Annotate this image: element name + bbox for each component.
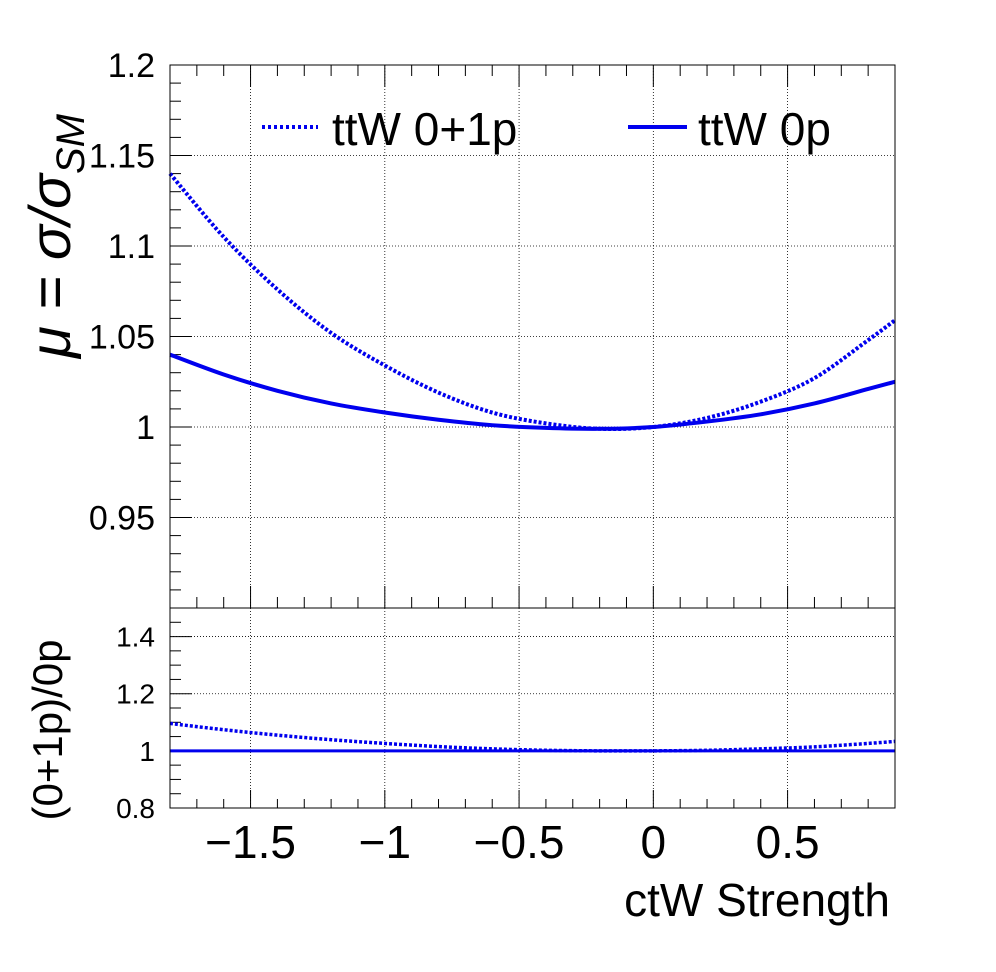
ratio-panel: 0.8 1 1.2 1.4 −1.5 −1 −0.5 0 0.5 (0+1p)/0p ctW … <box>24 607 896 926</box>
ratio-frame <box>169 607 896 809</box>
ratio-y-tick-label: 1.4 <box>116 622 155 653</box>
main-y-tick-labels: 0.95 1 1.05 1.1 1.15 1.2 <box>89 47 155 538</box>
x-tick-label: 0.5 <box>756 816 820 868</box>
main-y-axis-title: μ = σ/σSM <box>18 113 93 360</box>
main-series-ttw-0p <box>169 352 896 431</box>
x-tick-label: −0.5 <box>474 816 565 868</box>
x-tick-label: 0 <box>641 816 667 868</box>
main-y-tick-label: 1.05 <box>89 319 155 357</box>
legend-label-ttw-0p: ttW 0p <box>698 103 831 155</box>
x-tick-labels: −1.5 −1 −0.5 0 0.5 <box>205 816 819 868</box>
main-y-axis-title-sub: SM <box>49 113 93 174</box>
main-y-tick-label: 1 <box>136 409 155 447</box>
legend: ttW 0+1p ttW 0p <box>262 103 831 155</box>
main-y-tick-label: 1.2 <box>108 47 155 85</box>
ratio-series-group <box>169 721 896 753</box>
ratio-y-tick-label: 1 <box>139 736 155 767</box>
ratio-y-axis-title: (0+1p)/0p <box>24 640 71 821</box>
main-panel: 0.95 1 1.05 1.1 1.15 1.2 μ = σ/σSM ttW 0+1p t… <box>18 47 897 609</box>
main-y-tick-label: 0.95 <box>89 500 155 538</box>
main-y-tick-label: 1.1 <box>108 228 155 266</box>
x-tick-label: −1.5 <box>205 816 296 868</box>
main-grid <box>170 65 895 608</box>
main-y-tick-label: 1.15 <box>89 138 155 176</box>
main-y-axis-title-base: μ = σ/σ <box>18 172 83 360</box>
ratio-y-tick-label: 1.2 <box>116 679 155 710</box>
ratio-y-tick-labels: 0.8 1 1.2 1.4 <box>116 622 155 824</box>
main-series-group <box>168 172 897 432</box>
legend-label-ttw-0-1p: ttW 0+1p <box>332 103 517 155</box>
ratio-y-tick-label: 0.8 <box>116 793 155 824</box>
x-axis-title: ctW Strength <box>624 874 890 926</box>
x-tick-label: −1 <box>359 816 411 868</box>
ratio-ticks <box>169 607 896 809</box>
